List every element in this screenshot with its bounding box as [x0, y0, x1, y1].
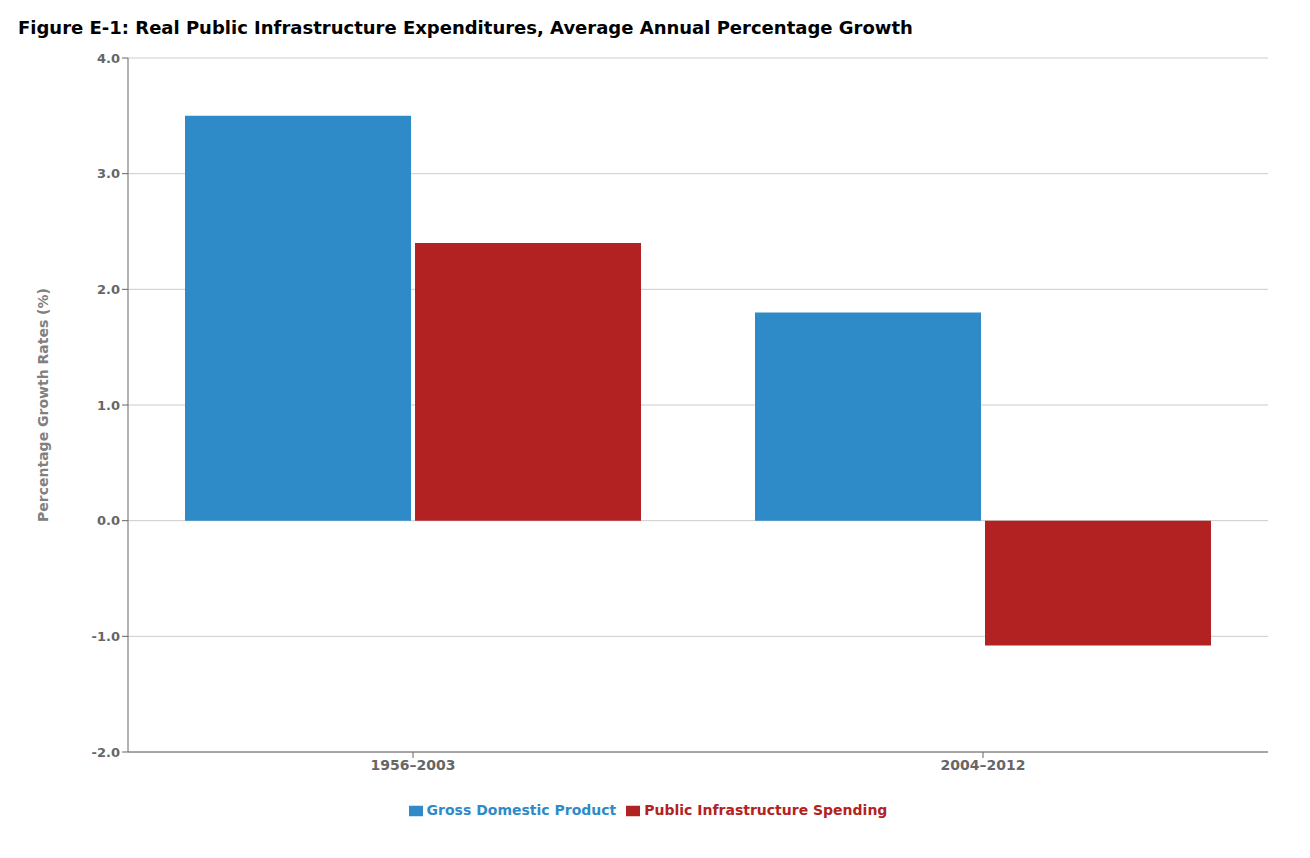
svg-text:-1.0: -1.0 — [92, 629, 120, 644]
svg-text:Percentage Growth Rates (%): Percentage Growth Rates (%) — [35, 288, 51, 522]
svg-text:1.0: 1.0 — [97, 398, 120, 413]
svg-text:1956–2003: 1956–2003 — [371, 757, 456, 773]
svg-text:0.0: 0.0 — [97, 513, 120, 528]
svg-text:3.0: 3.0 — [97, 166, 120, 181]
html-text:Public Infrastructure Spending: Public Infrastructure Spending — [644, 802, 888, 818]
svg-text:2004–2012: 2004–2012 — [941, 757, 1026, 773]
html-text:Figure E-1: Real Public Infras: Figure E-1: Real Public Infrastructure E… — [18, 17, 913, 38]
svg-text:2.0: 2.0 — [97, 282, 120, 297]
svg-text:-2.0: -2.0 — [92, 745, 120, 760]
svg-text:4.0: 4.0 — [97, 51, 120, 66]
html-text:Gross Domestic Product: Gross Domestic Product — [426, 802, 617, 818]
